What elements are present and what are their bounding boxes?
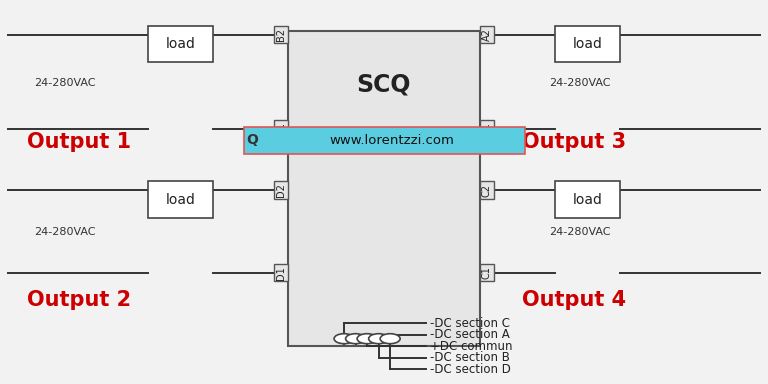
Text: -DC section D: -DC section D [430, 363, 511, 376]
Text: -DC section C: -DC section C [430, 317, 510, 330]
Circle shape [357, 334, 377, 344]
FancyBboxPatch shape [147, 182, 213, 218]
Text: A1: A1 [482, 122, 492, 135]
Text: Output 2: Output 2 [27, 290, 131, 310]
Text: 24-280VAC: 24-280VAC [549, 78, 611, 88]
Text: Output 1: Output 1 [27, 132, 131, 152]
Circle shape [380, 334, 400, 344]
Text: -DC section A: -DC section A [430, 328, 510, 341]
Text: B1: B1 [276, 122, 286, 135]
Text: 24-280VAC: 24-280VAC [35, 227, 96, 237]
FancyBboxPatch shape [274, 182, 288, 199]
FancyBboxPatch shape [288, 31, 480, 346]
Circle shape [346, 334, 366, 344]
Text: D2: D2 [276, 183, 286, 197]
Text: load: load [573, 37, 602, 51]
Text: C1: C1 [482, 266, 492, 279]
Text: D1: D1 [276, 266, 286, 280]
Text: 24-280VAC: 24-280VAC [549, 227, 611, 237]
Text: Output 4: Output 4 [522, 290, 627, 310]
Circle shape [369, 334, 389, 344]
FancyBboxPatch shape [480, 182, 494, 199]
FancyBboxPatch shape [274, 264, 288, 281]
FancyBboxPatch shape [147, 26, 213, 62]
FancyBboxPatch shape [480, 120, 494, 137]
Text: B2: B2 [276, 28, 286, 41]
FancyBboxPatch shape [274, 120, 288, 137]
Text: SCQ: SCQ [357, 73, 411, 96]
Text: www.lorentzzi.com: www.lorentzzi.com [329, 134, 454, 147]
Text: load: load [166, 193, 195, 207]
Text: load: load [166, 37, 195, 51]
Text: C2: C2 [482, 184, 492, 197]
Text: A2: A2 [482, 28, 492, 41]
Circle shape [334, 334, 354, 344]
Text: Output 3: Output 3 [522, 132, 627, 152]
FancyBboxPatch shape [480, 264, 494, 281]
FancyBboxPatch shape [480, 26, 494, 43]
FancyBboxPatch shape [274, 26, 288, 43]
Text: load: load [573, 193, 602, 207]
Text: -DC section B: -DC section B [430, 351, 510, 364]
Text: 24-280VAC: 24-280VAC [35, 78, 96, 88]
Text: +DC commun: +DC commun [430, 340, 512, 353]
FancyBboxPatch shape [244, 127, 525, 154]
Text: Q: Q [246, 133, 258, 147]
FancyBboxPatch shape [554, 182, 620, 218]
FancyBboxPatch shape [554, 26, 620, 62]
